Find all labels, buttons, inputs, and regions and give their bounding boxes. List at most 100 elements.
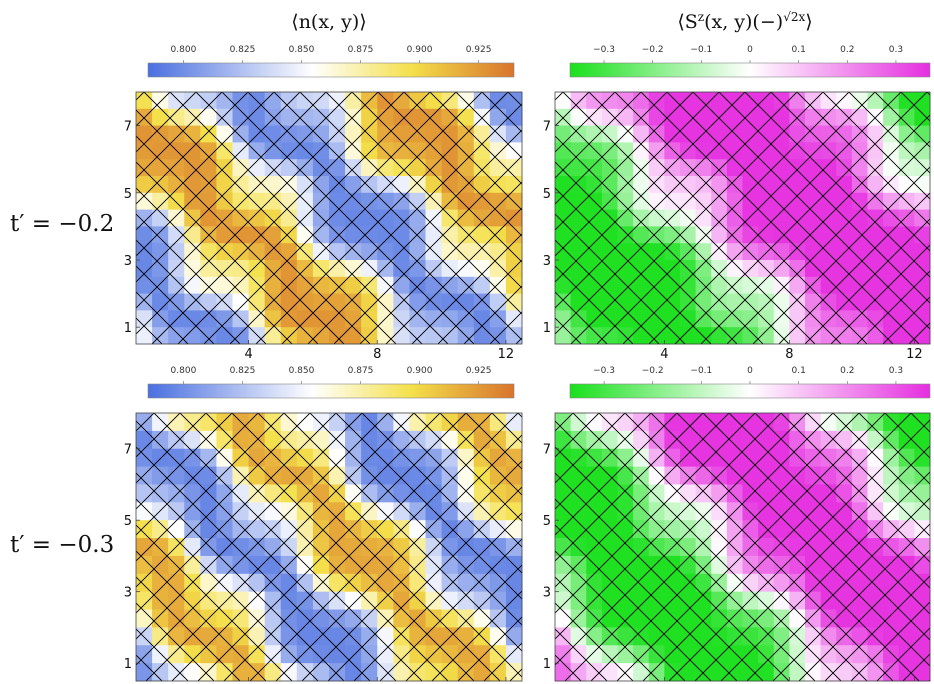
heatmap-cell <box>280 413 298 432</box>
heatmap-cell <box>789 192 806 210</box>
heatmap-cell <box>773 142 790 160</box>
heatmap-cell <box>505 293 523 311</box>
heatmap-cell <box>441 310 459 328</box>
heatmap-cell <box>789 226 806 244</box>
heatmap-cell <box>409 192 426 210</box>
heatmap-cell <box>805 520 822 539</box>
heatmap-cell <box>425 609 442 628</box>
heatmap-cell <box>296 142 314 160</box>
grid-line <box>136 92 353 309</box>
heatmap-cell <box>726 142 743 160</box>
heatmap-cell <box>200 142 217 160</box>
colorbar <box>569 383 931 399</box>
heatmap-cell <box>680 142 697 160</box>
heatmap-cell <box>555 192 572 210</box>
heatmap-cell <box>505 430 523 450</box>
colorbar-tick-label: −0.3 <box>593 45 615 55</box>
heatmap-cell <box>280 327 298 345</box>
heatmap-cell <box>680 502 697 521</box>
heatmap-cell <box>136 663 153 682</box>
heatmap-cell <box>393 243 410 261</box>
heatmap-cell <box>473 430 491 450</box>
heatmap-cell <box>152 663 169 682</box>
heatmap-cell <box>329 609 346 628</box>
heatmap-cell <box>345 484 362 503</box>
heatmap-cell <box>633 573 650 593</box>
heatmap-cell <box>393 209 410 227</box>
y-tick-label: 5 <box>124 187 132 202</box>
heatmap-cell <box>680 243 697 261</box>
heatmap-cell <box>136 555 153 575</box>
heatmap-cell <box>345 159 362 177</box>
heatmap-cell <box>726 159 743 177</box>
heatmap-cell <box>851 538 868 557</box>
grid-line <box>136 420 397 681</box>
heatmap-cell <box>505 591 523 610</box>
heatmap-cell <box>489 108 507 126</box>
heatmap-cell <box>820 310 837 328</box>
heatmap-cell <box>457 645 475 664</box>
heatmap-cell <box>425 484 442 503</box>
heatmap-cell <box>312 209 330 227</box>
heatmap-cell <box>409 276 426 294</box>
heatmap-cell <box>633 92 650 110</box>
heatmap-cell <box>329 226 346 244</box>
grid-line <box>676 413 930 667</box>
heatmap-cell <box>898 142 915 160</box>
heatmap-cell <box>867 663 884 682</box>
heatmap-cell <box>836 327 853 345</box>
heatmap-cell <box>883 484 900 503</box>
heatmap-cell <box>820 176 837 194</box>
heatmap-cell <box>168 108 185 126</box>
heatmap-cell <box>726 448 743 467</box>
heatmap-cell <box>711 125 728 143</box>
heatmap-cell <box>393 260 410 278</box>
heatmap-cell <box>898 466 915 485</box>
heatmap-cell <box>264 243 282 261</box>
heatmap-cell <box>789 645 806 664</box>
heatmap-cell <box>457 484 475 503</box>
heatmap-cell <box>136 243 153 261</box>
grid-line <box>255 92 509 344</box>
colorbar-tick-label: −0.2 <box>642 366 664 376</box>
heatmap-cell <box>726 466 743 485</box>
heatmap-cell <box>168 243 185 261</box>
heatmap-cell <box>617 448 634 467</box>
heatmap-cell <box>664 293 681 311</box>
grid-line <box>249 413 519 681</box>
heatmap-cell <box>168 645 185 664</box>
heatmap-cell <box>505 448 523 467</box>
grid-line <box>882 296 930 344</box>
grid-line <box>555 602 634 681</box>
heatmap-cell <box>617 520 634 539</box>
heatmap-cell <box>200 448 217 467</box>
heatmap-cell <box>168 92 185 110</box>
heatmap-cell <box>601 293 618 311</box>
heatmap-cell <box>473 142 491 160</box>
heatmap-cell <box>232 226 249 244</box>
grid-line <box>588 92 842 344</box>
heatmap-cell <box>570 92 587 110</box>
grid-line <box>555 239 660 344</box>
heatmap-cell <box>742 327 759 345</box>
heatmap-cell <box>570 293 587 311</box>
heatmap-cell <box>680 413 697 432</box>
heatmap-cell <box>377 520 394 539</box>
heatmap-cell <box>914 448 931 467</box>
heatmap-cell <box>617 502 634 521</box>
heatmap-cell <box>695 466 712 485</box>
grid-line <box>429 92 522 185</box>
grid-line <box>555 628 608 681</box>
grid-line <box>555 413 756 614</box>
heatmap-cell <box>867 260 884 278</box>
heatmap-cell <box>648 142 665 160</box>
heatmap-cell <box>425 627 442 646</box>
heatmap-cell <box>836 108 853 126</box>
heatmap-cell <box>867 555 884 575</box>
heatmap-cell <box>820 645 837 664</box>
heatmap-cell <box>711 276 728 294</box>
heatmap-cell <box>867 310 884 328</box>
heatmap-cell <box>914 142 931 160</box>
heatmap-cell <box>726 538 743 557</box>
heatmap-cell <box>457 108 475 126</box>
